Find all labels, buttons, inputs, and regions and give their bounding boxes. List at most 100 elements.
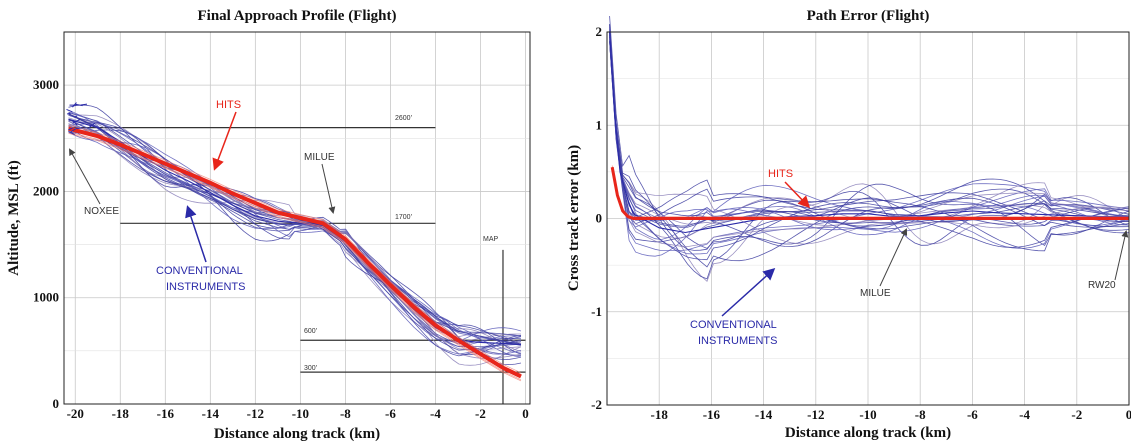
right-conventional-trace [609,31,1130,261]
left-conventional-trace [68,113,522,346]
left-ref-300-label: 300' [304,365,317,372]
left-conventional-trace [68,114,521,343]
right-conventional-trace [609,34,1130,227]
right-conventional-trace [609,40,1130,236]
left-start-cluster-mark [66,108,73,113]
left-conventional-trace [68,131,522,358]
left-x-tick-label: -2 [475,406,486,421]
left-map-label: MAP [483,236,499,243]
left-ref-2600-label: 2600' [395,115,412,122]
right-x-axis-label: Distance along track (km) [785,425,951,441]
left-start-cluster-mark [77,127,84,130]
left-conventional-trace [68,127,522,357]
right-x-tick-label: -16 [703,407,721,422]
right-milue-arrow [879,228,908,287]
left-hits-arrow [212,111,237,171]
left-x-tick-label: -20 [67,406,84,421]
left-start-cluster-mark [80,103,88,106]
left-ref-600-label: 600' [304,328,317,335]
left-start-cluster-mark [68,130,75,136]
left-start-cluster-mark [88,122,96,128]
left-conventional-trace [68,113,522,337]
left-hits-trace [68,124,522,374]
right-conventional-trace [609,24,1130,268]
left-plot-frame [63,31,531,405]
left-x-tick-label: -16 [157,406,175,421]
right-conventional-arrow [721,267,776,317]
right-x-tick-label: -14 [755,407,773,422]
right-conventional-trace [609,41,1130,252]
right-conventional-trace [609,35,1130,239]
left-x-tick-label: -18 [112,406,130,421]
left-start-cluster-mark [70,127,78,133]
left-noxee-arrow [69,148,101,205]
left-conventional-trace [68,126,522,351]
left-conventional-trace [68,109,522,348]
right-y-tick-label: -2 [591,397,602,412]
right-hits-series [610,166,1129,220]
right-x-tick-label: -8 [915,407,926,422]
right-y-tick-label: 1 [596,117,603,132]
left-start-cluster-mark [75,103,83,107]
right-x-tick-label: 0 [1126,407,1131,422]
right-conventional-trace [609,40,1130,252]
right-chart-title: Path Error (Flight) [807,8,930,24]
right-x-tick-label: -10 [859,407,876,422]
left-hits-trace [68,131,522,381]
right-conventional-trace [609,35,1130,230]
left-start-cluster-mark [72,119,81,124]
right-x-tick-label: -2 [1071,407,1082,422]
left-y-tick-label: 2000 [33,183,59,198]
right-chart: Path Error (Flight) -18 -16 -14 -12 -10 -8 -6-… [566,8,1131,441]
left-conventional-label-line2: INSTRUMENTS [166,281,245,293]
left-start-cluster-mark [73,115,78,118]
left-chart: Final Approach Profile (Flight) -20 -18 -1… [6,8,531,442]
right-rw20-label: RW20 [1088,280,1116,291]
left-start-cluster-mark [73,120,78,126]
left-hits-label: HITS [216,99,241,111]
left-x-axis-label: Distance along track (km) [214,426,380,442]
right-conventional-trace [609,28,1130,249]
right-hits-label: HITS [768,168,793,180]
left-y-tick-label: 1000 [33,290,59,305]
left-x-tick-label: -14 [202,406,220,421]
left-conventional-trace [68,123,522,366]
left-hits-trace [68,132,522,382]
left-x-tick-label: -8 [340,406,351,421]
left-x-tick-label: -6 [385,406,396,421]
left-chart-title: Final Approach Profile (Flight) [197,8,396,24]
left-x-tick-label: -4 [430,406,441,421]
right-hits-arrow [784,181,811,209]
right-x-tick-label: -4 [1019,407,1030,422]
left-x-tick-label: 0 [522,406,529,421]
right-x-tick-label: -12 [807,407,824,422]
right-x-tick-label: -6 [967,407,978,422]
left-y-axis-label: Altitude, MSL (ft) [6,160,22,275]
left-conventional-arrow [185,205,207,263]
left-ref-1700-label: 1700' [395,214,412,221]
right-conventional-trace [609,31,1130,226]
right-milue-label: MILUE [860,288,891,299]
right-y-tick-label: -1 [591,304,602,319]
left-conventional-trace [68,111,522,354]
right-conventional-label-line1: CONVENTIONAL [690,319,777,331]
left-noxee-label: NOXEE [84,206,119,217]
right-series [609,15,1130,282]
left-conventional-trace [68,111,522,348]
left-hits-series [68,126,522,379]
right-conventional-series [609,31,1129,234]
right-x-tick-label: -18 [651,407,669,422]
left-y-tick-label: 0 [53,396,60,411]
right-conventional-trace [609,27,1130,280]
left-milue-arrow [321,163,336,214]
left-conventional-trace [68,104,522,366]
right-rw20-arrow [1114,230,1129,281]
left-x-tick-label: -12 [247,406,264,421]
right-conventional-trace [609,38,1130,248]
left-milue-label: MILUE [304,152,335,163]
left-y-tick-label: 3000 [33,77,59,92]
right-y-tick-label: 0 [596,211,603,226]
